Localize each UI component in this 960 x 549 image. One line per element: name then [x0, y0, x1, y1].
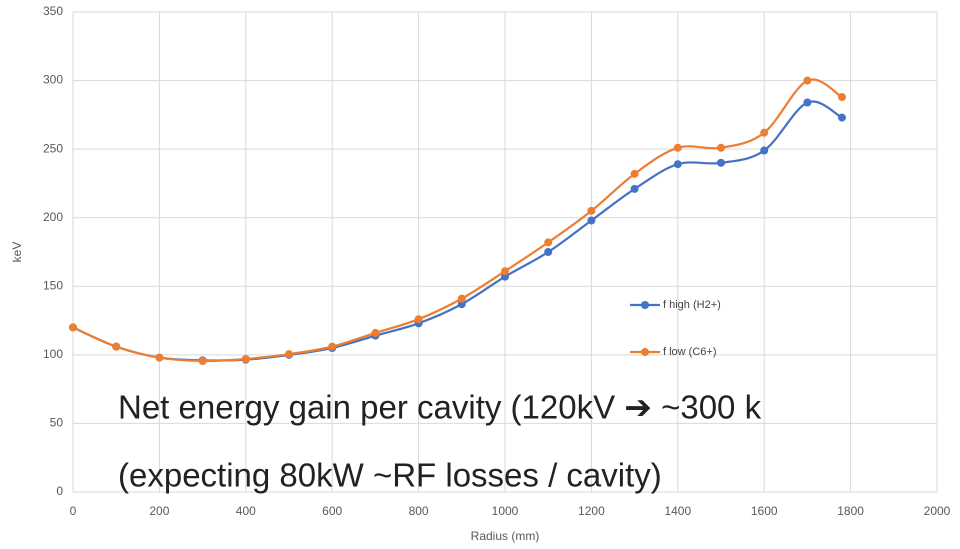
data-point — [414, 315, 423, 324]
x-tick-label: 600 — [322, 504, 342, 518]
x-tick-label: 1400 — [664, 504, 691, 518]
data-point — [155, 353, 164, 362]
data-point — [717, 143, 725, 152]
data-point — [760, 146, 769, 155]
x-tick-label: 200 — [149, 504, 169, 518]
annotation: (expecting 80kW ~RF losses / cavity) — [118, 457, 662, 494]
data-point — [112, 342, 121, 351]
data-point — [837, 93, 846, 102]
y-tick-label: 250 — [43, 141, 63, 155]
x-tick-label: 1000 — [492, 504, 519, 518]
series-line — [72, 78, 843, 363]
data-point — [285, 350, 293, 359]
legend-marker — [641, 348, 649, 356]
annotation: Net energy gain per cavity (120kV ➔ ~300… — [118, 389, 762, 426]
data-point — [241, 354, 250, 363]
data-point — [630, 184, 639, 193]
data-point — [501, 272, 509, 281]
data-point — [544, 238, 553, 247]
y-tick-label: 150 — [43, 278, 63, 292]
x-tick-label: 1800 — [837, 504, 864, 518]
legend-label: f high (H2+) — [663, 299, 721, 311]
data-point — [371, 328, 380, 337]
y-tick-label: 50 — [50, 416, 64, 430]
data-point — [760, 128, 769, 137]
y-tick-label: 200 — [43, 210, 63, 224]
y-tick-label: 100 — [43, 347, 63, 361]
x-tick-label: 0 — [70, 504, 77, 518]
y-tick-label: 350 — [43, 4, 63, 18]
x-tick-label: 1600 — [751, 504, 778, 518]
legend-marker — [641, 301, 649, 309]
data-point — [803, 98, 812, 107]
data-point — [198, 357, 207, 366]
data-point — [587, 216, 596, 225]
data-point — [457, 300, 466, 309]
legend-label: f low (C6+) — [663, 346, 717, 358]
y-axis-label: keV — [10, 242, 24, 263]
data-point — [69, 323, 77, 332]
data-point — [501, 267, 509, 276]
data-point — [717, 158, 725, 167]
x-tick-label: 800 — [409, 504, 429, 518]
x-tick-label: 1200 — [578, 504, 605, 518]
x-axis-label: Radius (mm) — [471, 529, 540, 543]
data-point — [837, 113, 846, 122]
x-tick-label: 400 — [236, 504, 256, 518]
y-tick-label: 0 — [56, 484, 63, 498]
data-point — [630, 169, 639, 178]
data-point — [803, 76, 812, 85]
data-point — [544, 248, 553, 256]
y-tick-label: 300 — [43, 73, 63, 87]
data-point — [673, 143, 682, 152]
data-point — [328, 342, 337, 351]
data-point — [457, 294, 466, 303]
series-line — [72, 100, 843, 362]
data-point — [673, 160, 682, 169]
data-point — [587, 206, 596, 215]
x-tick-label: 2000 — [924, 504, 951, 518]
